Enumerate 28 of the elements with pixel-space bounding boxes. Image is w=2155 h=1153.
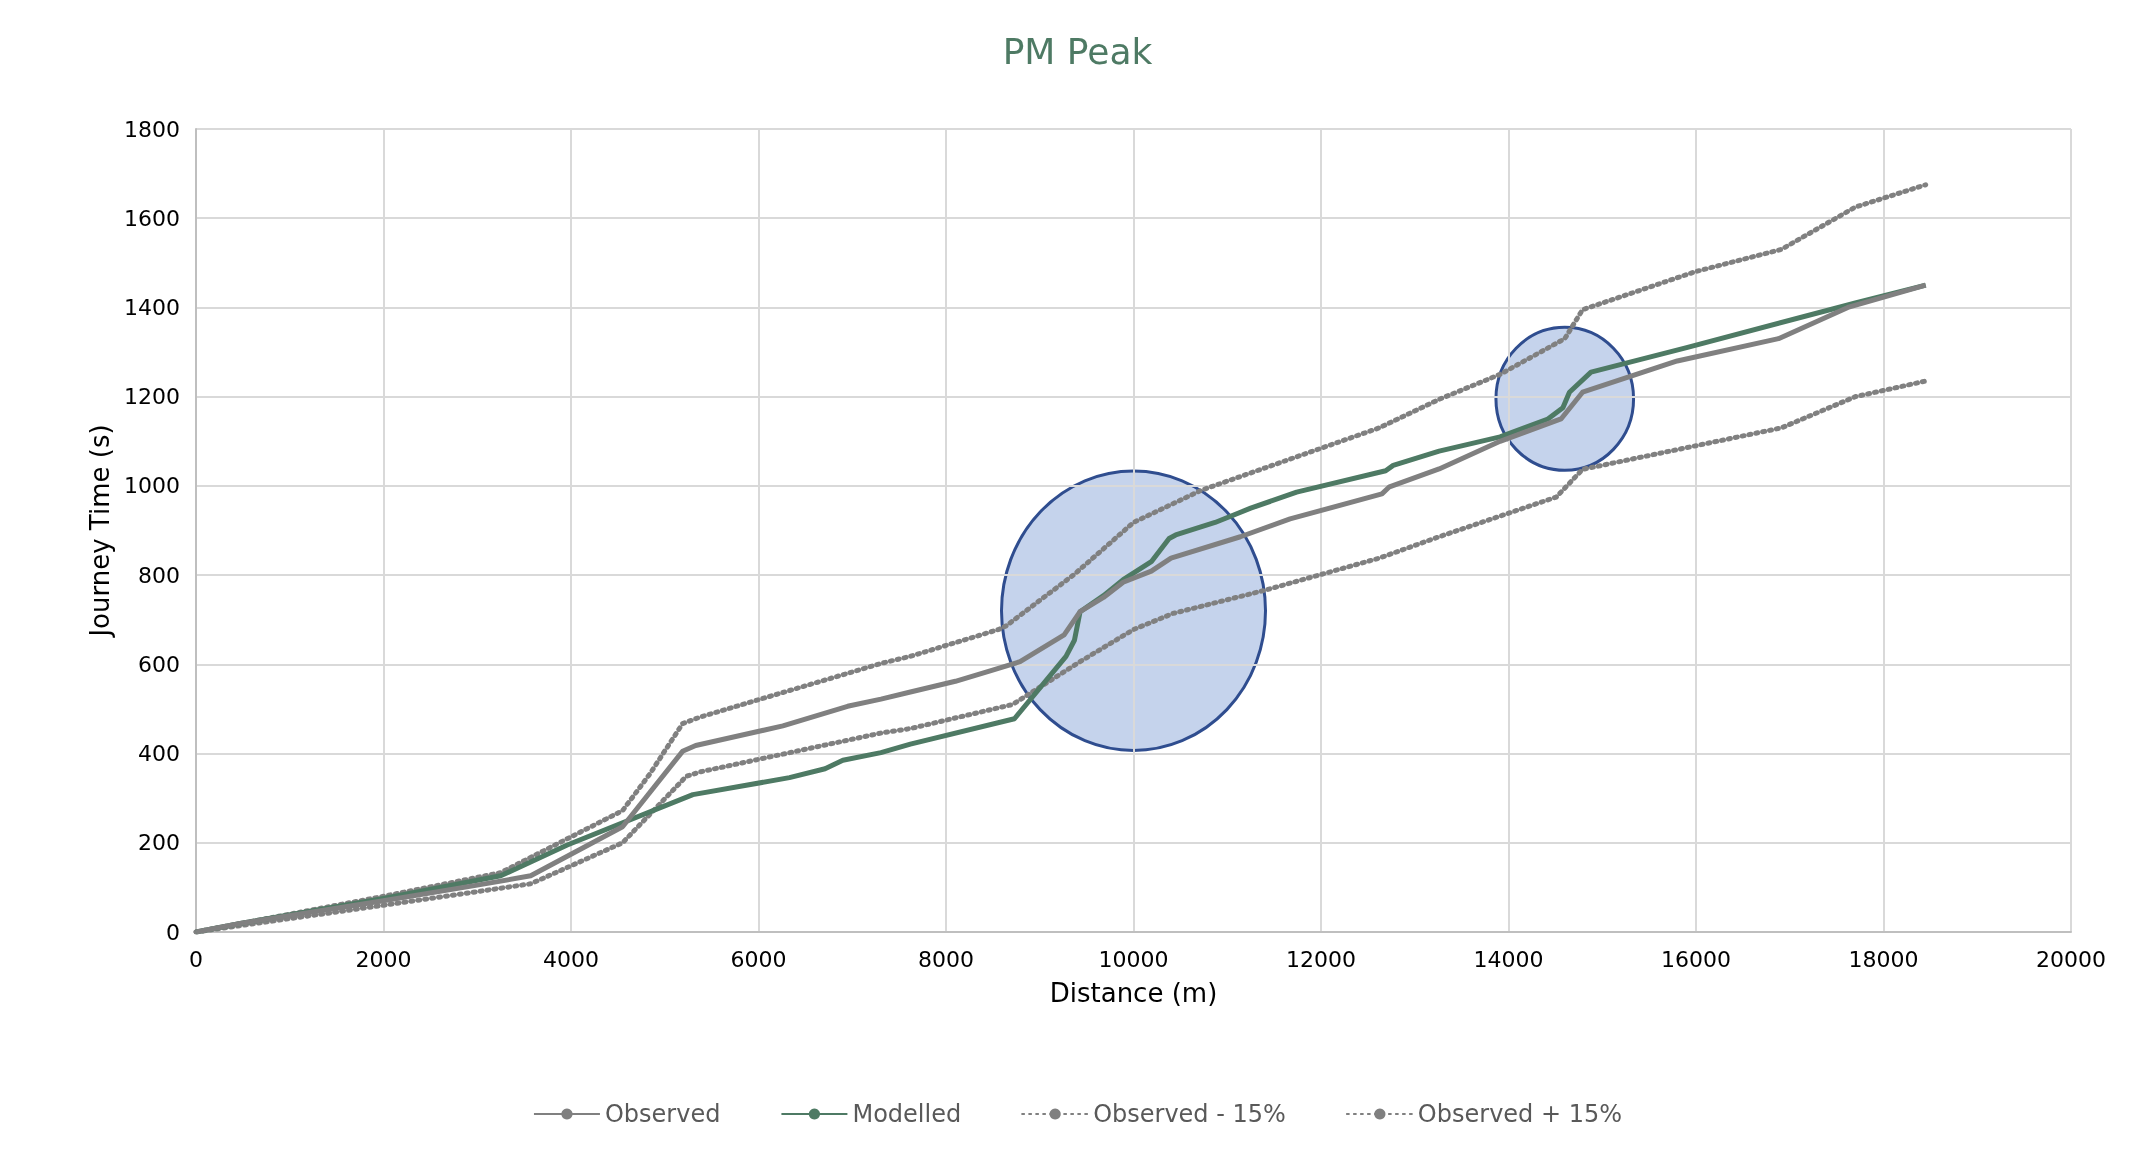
x-tick-label: 6000 [730,946,787,972]
x-tick-label: 8000 [918,946,974,972]
x-tick-label: 20000 [2036,946,2106,972]
x-tick-label: 18000 [1848,946,1919,972]
y-tick-label: 1000 [124,473,180,499]
x-tick-label: 4000 [543,946,599,972]
y-tick-label: 1600 [124,205,180,231]
y-tick-label: 800 [138,562,180,588]
x-tick-label: 16000 [1661,946,1731,972]
legend-label: Observed + 15% [1417,1100,1623,1128]
y-tick-label: 0 [166,919,180,945]
x-tick-label: 10000 [1098,946,1169,972]
legend-label: Observed - 15% [1093,1100,1286,1128]
y-tick-label: 400 [138,741,180,767]
legend-label: Modelled [852,1100,962,1128]
y-tick-label: 600 [138,651,180,677]
legend-label: Observed [604,1100,721,1128]
x-tick-label: 0 [189,946,203,972]
x-tick-label: 2000 [355,946,412,972]
x-tick-label: 14000 [1473,946,1544,972]
y-tick-label: 1200 [124,384,180,410]
y-tick-label: 1800 [124,116,180,142]
chart-title: PM Peak [1002,30,1153,72]
y-axis-title: Journey Time (s) [85,424,116,639]
x-axis-title: Distance (m) [1049,978,1218,1008]
y-tick-label: 200 [138,830,180,856]
x-tick-label: 12000 [1286,946,1356,972]
y-tick-label: 1400 [124,294,180,320]
